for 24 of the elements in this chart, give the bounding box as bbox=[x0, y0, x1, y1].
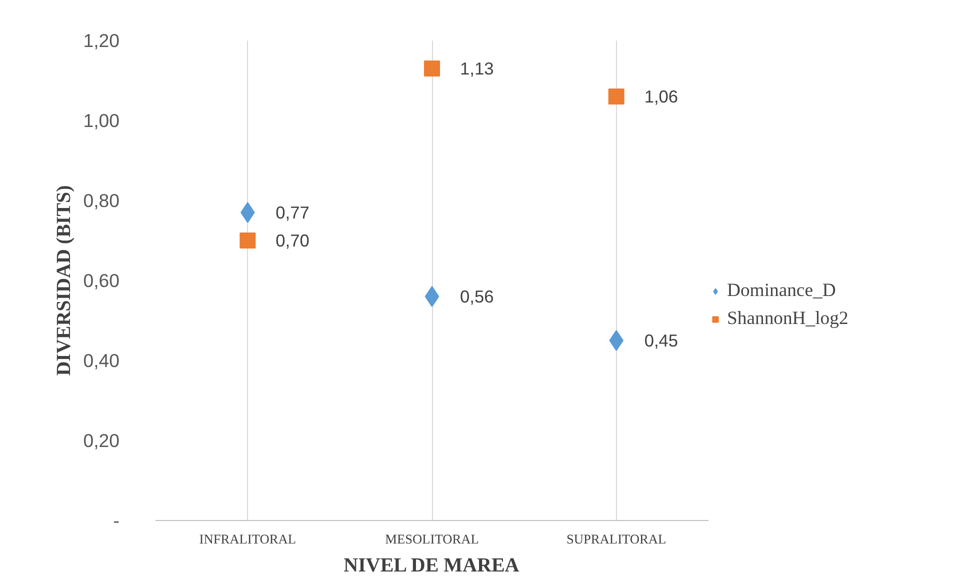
x-tick-label: INFRALITORAL bbox=[199, 532, 296, 546]
y-tick-label: - bbox=[113, 510, 120, 531]
point bbox=[608, 88, 624, 104]
y-tick-label: 0,80 bbox=[83, 190, 120, 211]
y-axis-title: DIVERSIDAD (BITS) bbox=[53, 185, 76, 376]
point bbox=[424, 286, 440, 307]
x-tick-label: MESOLITORAL bbox=[385, 532, 479, 546]
data-label: 0,56 bbox=[460, 286, 494, 306]
point bbox=[424, 60, 440, 76]
data-label: 0,77 bbox=[276, 202, 310, 222]
x-axis-title: NIVEL DE MAREA bbox=[344, 554, 520, 576]
x-tick-label: SUPRALITORAL bbox=[566, 532, 666, 546]
y-tick-label: 0,40 bbox=[83, 350, 120, 371]
legend-label: ShannonH_log2 bbox=[727, 308, 848, 330]
legend-label: Dominance_D bbox=[727, 280, 836, 302]
data-label: 1,13 bbox=[460, 58, 494, 78]
y-tick-label: 0,60 bbox=[83, 270, 120, 291]
data-label: 1,06 bbox=[644, 86, 678, 106]
data-label: 0,45 bbox=[644, 330, 678, 350]
y-tick-label: 1,20 bbox=[83, 30, 120, 51]
point bbox=[240, 232, 256, 248]
y-tick-label: 0,20 bbox=[83, 430, 120, 451]
y-tick-label: 1,00 bbox=[83, 110, 120, 131]
data-label: 0,70 bbox=[276, 230, 310, 250]
